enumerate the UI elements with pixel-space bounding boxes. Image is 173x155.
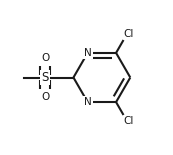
Text: O: O (41, 53, 49, 63)
Text: O: O (41, 92, 49, 102)
Text: N: N (84, 48, 92, 58)
Text: S: S (41, 71, 49, 84)
Text: Cl: Cl (124, 116, 134, 126)
Text: Cl: Cl (124, 29, 134, 39)
Text: N: N (84, 97, 92, 107)
